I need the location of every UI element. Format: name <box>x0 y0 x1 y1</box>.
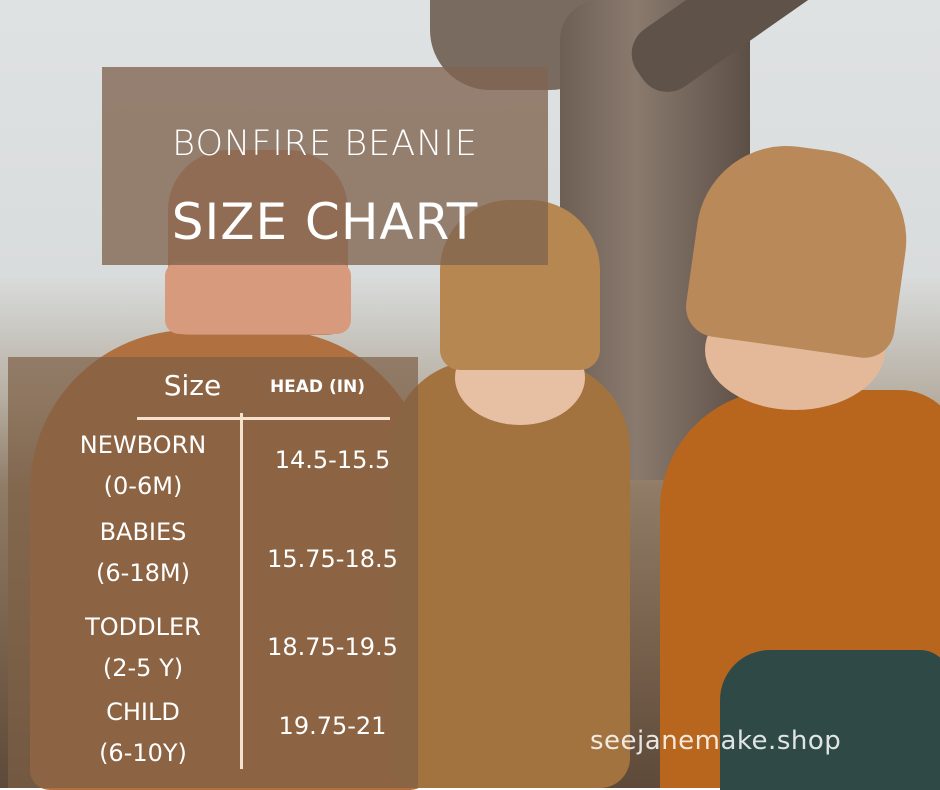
product-title: BONFIRE BEANIE <box>172 124 478 164</box>
size-name: BABIES <box>99 518 187 546</box>
head-value: 18.75-19.5 <box>267 633 398 661</box>
size-table-panel <box>8 357 418 788</box>
head-value: 14.5-15.5 <box>274 446 391 474</box>
chart-title: SIZE CHART <box>171 193 479 251</box>
girl-beanie-cuff <box>165 262 351 334</box>
column-divider <box>240 413 243 769</box>
size-age: (6-18M) <box>96 559 190 587</box>
size-label: TODDLER (2-5 Y) <box>40 607 246 689</box>
header-head: HEAD (IN) <box>269 377 366 397</box>
size-age: (6-10Y) <box>99 739 187 767</box>
size-age: (0-6M) <box>103 472 183 500</box>
size-label: CHILD (6-10Y) <box>40 692 246 774</box>
size-name: CHILD <box>106 698 180 726</box>
tree-branch <box>619 0 923 104</box>
size-name: NEWBORN <box>79 431 207 459</box>
head-value: 15.75-18.5 <box>267 545 398 573</box>
header-size: Size <box>163 369 222 402</box>
title-panel <box>102 67 548 265</box>
watermark: seejanemake.shop <box>590 726 842 756</box>
head-value: 19.75-21 <box>278 712 387 740</box>
size-age: (2-5 Y) <box>102 654 184 682</box>
header-divider <box>137 417 390 420</box>
boy-pants <box>720 650 940 790</box>
size-label: BABIES (6-18M) <box>40 512 246 594</box>
size-name: TODDLER <box>85 613 201 641</box>
size-label: NEWBORN (0-6M) <box>40 425 246 507</box>
baby-figure <box>390 360 630 788</box>
